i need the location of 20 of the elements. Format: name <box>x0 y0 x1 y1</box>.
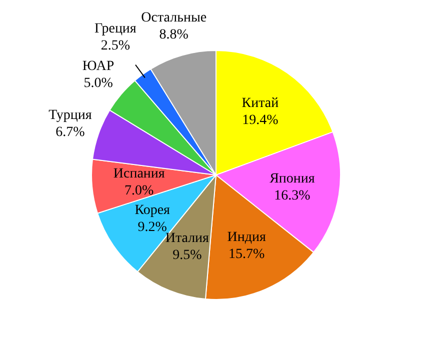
slice-label: Греция <box>94 21 137 36</box>
data-label: 16.3% <box>274 188 311 204</box>
slice-label: ЮАР <box>82 59 114 74</box>
slice-label: Испания <box>113 166 166 182</box>
slice-label: Корея <box>134 202 171 218</box>
data-label: 8.8% <box>159 28 189 43</box>
slice-label: Турция <box>48 108 92 124</box>
data-label: 9.2% <box>138 220 168 235</box>
data-label: 5.0% <box>84 76 114 92</box>
slice-label: Италия <box>165 230 210 246</box>
data-label: 6.7% <box>56 125 86 140</box>
data-label: 9.5% <box>172 248 202 263</box>
slice-label: Остальные <box>141 10 207 26</box>
slice-label: Индия <box>227 230 267 246</box>
data-label: 7.0% <box>124 183 154 198</box>
data-label: 15.7% <box>228 247 266 262</box>
slice-label: Китай <box>242 96 280 111</box>
data-label: 2.5% <box>100 38 130 54</box>
data-label: 19.4% <box>242 112 279 128</box>
slice-label: Япония <box>270 171 316 186</box>
